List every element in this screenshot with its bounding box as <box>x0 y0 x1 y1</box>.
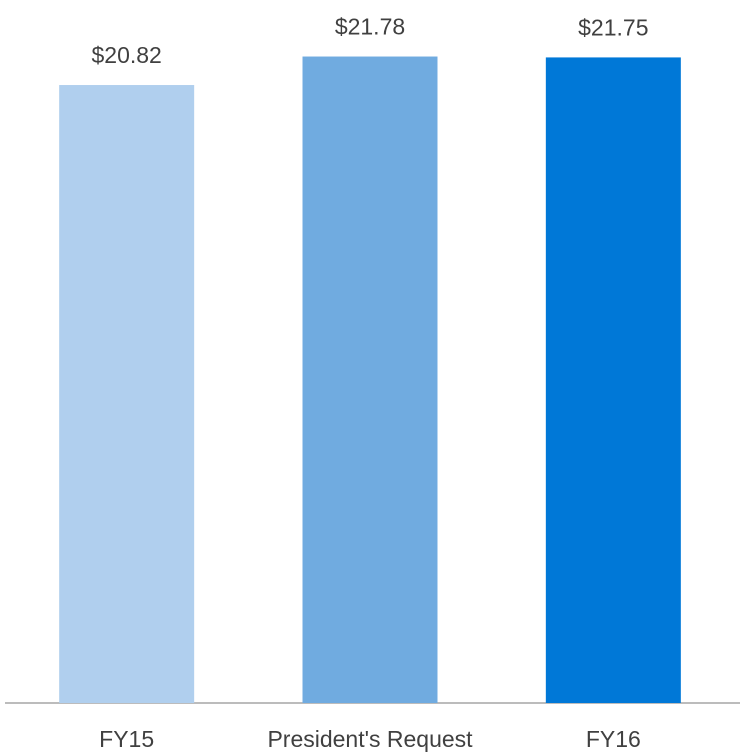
value-label: $21.75 <box>578 14 648 40</box>
value-label: $20.82 <box>91 42 161 68</box>
bar <box>545 57 681 703</box>
x-tick-label: FY15 <box>99 726 154 752</box>
bar <box>59 85 195 704</box>
bar <box>302 56 438 703</box>
x-tick-label: FY16 <box>586 726 641 752</box>
value-label: $21.78 <box>335 14 405 40</box>
x-tick-label: President's Request <box>267 726 473 752</box>
